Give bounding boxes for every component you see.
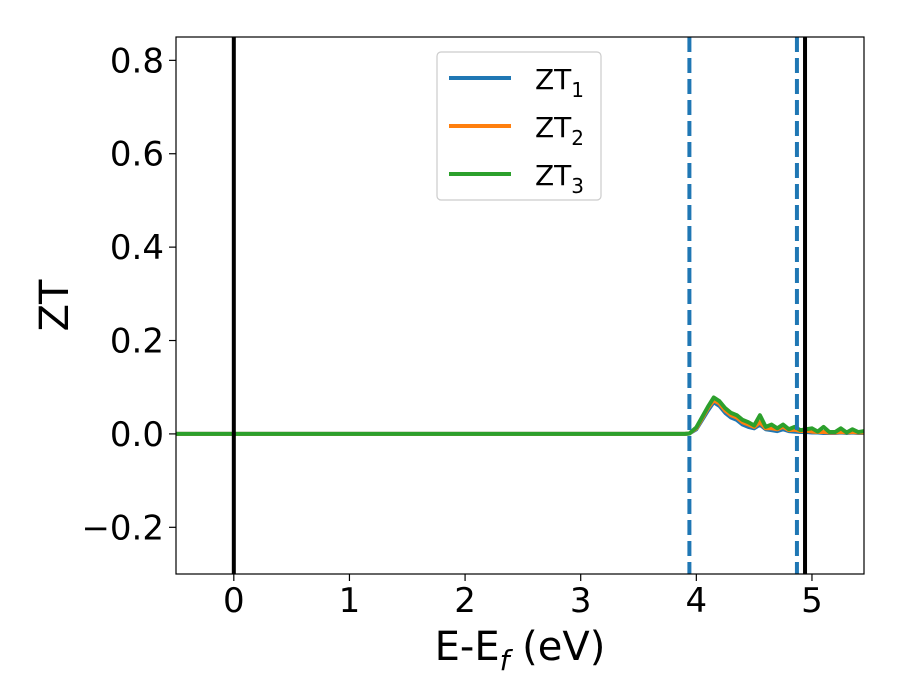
legend-label-zt1: ZT1	[535, 63, 584, 102]
y-tick-label: 0.0	[110, 415, 164, 455]
legend-label-zt2: ZT2	[535, 111, 584, 150]
y-tick-label: 0.4	[110, 228, 164, 268]
legend: ZT1 ZT2 ZT3	[436, 51, 602, 201]
x-tick-label: 0	[223, 581, 245, 621]
x-tick-label: 3	[570, 581, 592, 621]
axis-ticks: 0 1 2 3 4 5 −0.2 0.0 0.2 0.4 0.6 0.8	[81, 41, 822, 621]
legend-box	[436, 51, 602, 201]
x-tick-label: 4	[686, 581, 708, 621]
series-line-zt3	[176, 395, 864, 436]
plot-area	[176, 37, 864, 574]
y-tick-label: 0.8	[110, 41, 164, 81]
legend-label-zt3: ZT3	[535, 159, 584, 198]
axes-frame	[175, 36, 865, 575]
x-tick-label: 5	[801, 581, 823, 621]
x-tick-label: 1	[339, 581, 361, 621]
y-axis-label: ZT	[32, 279, 78, 331]
x-axis-label: E-Ef (eV)	[435, 624, 606, 677]
y-tick-label: 0.2	[110, 322, 164, 362]
y-tick-label: 0.6	[110, 135, 164, 175]
x-tick-label: 2	[454, 581, 476, 621]
y-tick-label: −0.2	[81, 508, 164, 548]
